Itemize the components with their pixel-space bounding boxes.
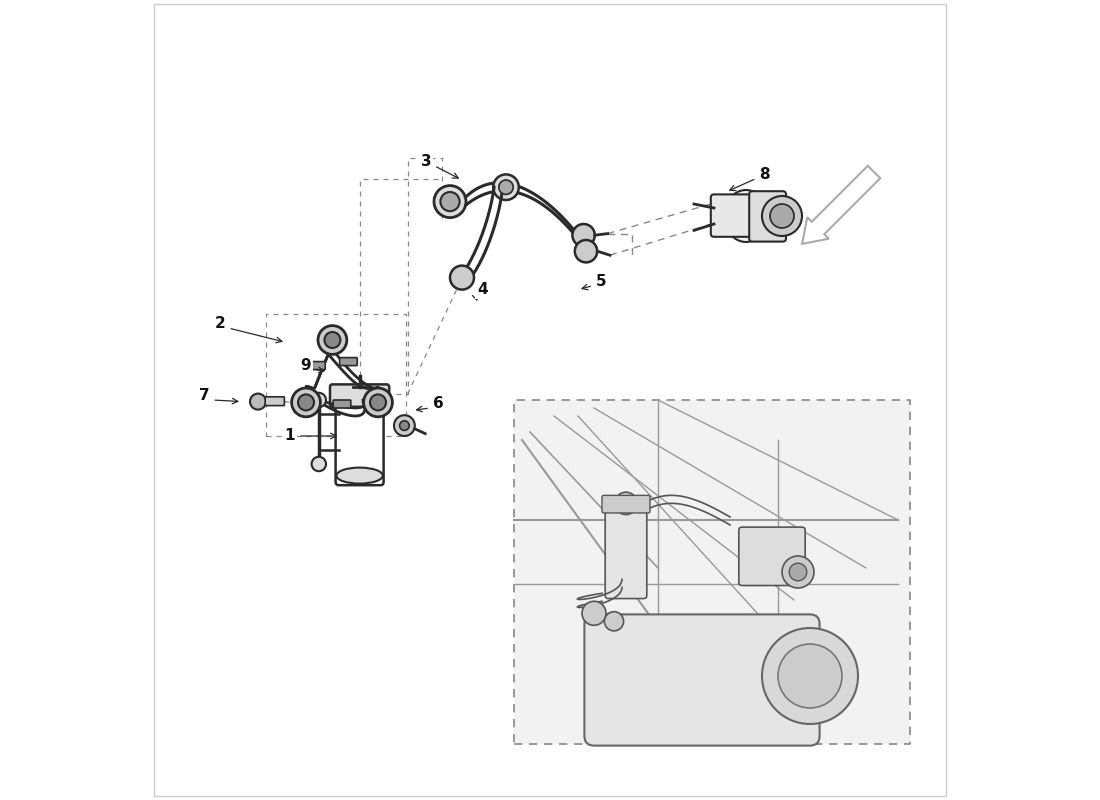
Circle shape [770, 204, 794, 228]
FancyBboxPatch shape [336, 387, 384, 485]
FancyBboxPatch shape [605, 504, 647, 598]
Text: 5: 5 [596, 274, 606, 289]
Circle shape [762, 196, 802, 236]
FancyBboxPatch shape [340, 358, 358, 366]
Circle shape [318, 326, 346, 354]
Text: 6: 6 [432, 397, 443, 411]
Circle shape [311, 393, 326, 407]
Circle shape [782, 556, 814, 588]
Circle shape [572, 224, 595, 246]
FancyBboxPatch shape [333, 400, 351, 408]
Circle shape [399, 421, 409, 430]
Ellipse shape [337, 467, 383, 483]
Text: 4: 4 [477, 282, 488, 297]
Circle shape [498, 180, 514, 194]
Circle shape [493, 174, 519, 200]
Circle shape [250, 394, 266, 410]
Circle shape [762, 628, 858, 724]
Circle shape [311, 457, 326, 471]
Circle shape [582, 602, 606, 626]
Text: 3: 3 [420, 154, 431, 169]
FancyBboxPatch shape [711, 194, 761, 237]
FancyBboxPatch shape [749, 191, 786, 242]
FancyBboxPatch shape [514, 400, 910, 744]
Circle shape [324, 332, 340, 348]
Text: 7: 7 [199, 389, 210, 403]
Circle shape [789, 563, 806, 581]
Ellipse shape [724, 190, 768, 242]
Text: 1: 1 [285, 429, 295, 443]
FancyBboxPatch shape [265, 397, 285, 406]
FancyBboxPatch shape [330, 384, 389, 406]
Circle shape [364, 388, 393, 417]
Circle shape [604, 612, 624, 631]
Circle shape [434, 186, 466, 218]
Circle shape [292, 388, 320, 417]
FancyBboxPatch shape [739, 527, 805, 586]
Circle shape [440, 192, 460, 211]
Circle shape [370, 394, 386, 410]
FancyBboxPatch shape [308, 362, 326, 370]
Circle shape [450, 266, 474, 290]
Text: 9: 9 [300, 358, 311, 373]
Circle shape [575, 240, 597, 262]
Circle shape [615, 492, 637, 514]
Circle shape [298, 394, 314, 410]
Text: 8: 8 [759, 167, 770, 182]
Circle shape [394, 415, 415, 436]
Text: 2: 2 [214, 317, 225, 331]
FancyArrow shape [802, 166, 880, 244]
FancyBboxPatch shape [602, 495, 650, 513]
FancyBboxPatch shape [584, 614, 820, 746]
Circle shape [778, 644, 842, 708]
